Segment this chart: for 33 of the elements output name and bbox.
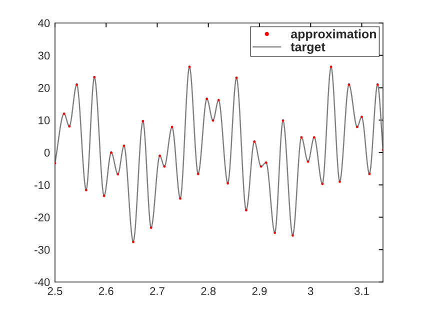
point [62,112,66,115]
x-tick-label: 3 [308,287,314,296]
point [321,182,324,186]
point [163,165,166,168]
x-tick-label: 2.6 [98,287,114,296]
y-tick-label: 10 [38,116,50,124]
point [196,172,200,176]
point [84,188,88,192]
y-tick-label: -40 [34,278,50,286]
point [244,208,248,212]
point [116,172,120,176]
point [368,172,371,176]
legend-label: approximation [291,29,376,41]
x-tick-label: 2.7 [150,287,164,295]
point [102,194,106,198]
y-tick-label: -30 [34,246,50,254]
point [142,120,144,122]
y-tick-label: 40 [38,19,50,28]
point [356,126,358,128]
y-tick-label: 0 [44,148,50,157]
point [150,226,152,229]
y-tick-label: 20 [38,84,50,92]
x-tick-label: 2.8 [201,287,216,296]
legend-label: target [290,43,326,54]
y-tick-label: 30 [38,52,50,60]
x-tick-label: 2.5 [48,287,62,296]
point [93,76,96,78]
point [253,140,256,143]
y-tick-label: -20 [34,214,50,222]
x-tick-label: 2.9 [252,287,267,296]
y-tick-label: -10 [34,181,50,190]
point [264,161,268,164]
x-tick-label: 3.1 [354,287,369,296]
